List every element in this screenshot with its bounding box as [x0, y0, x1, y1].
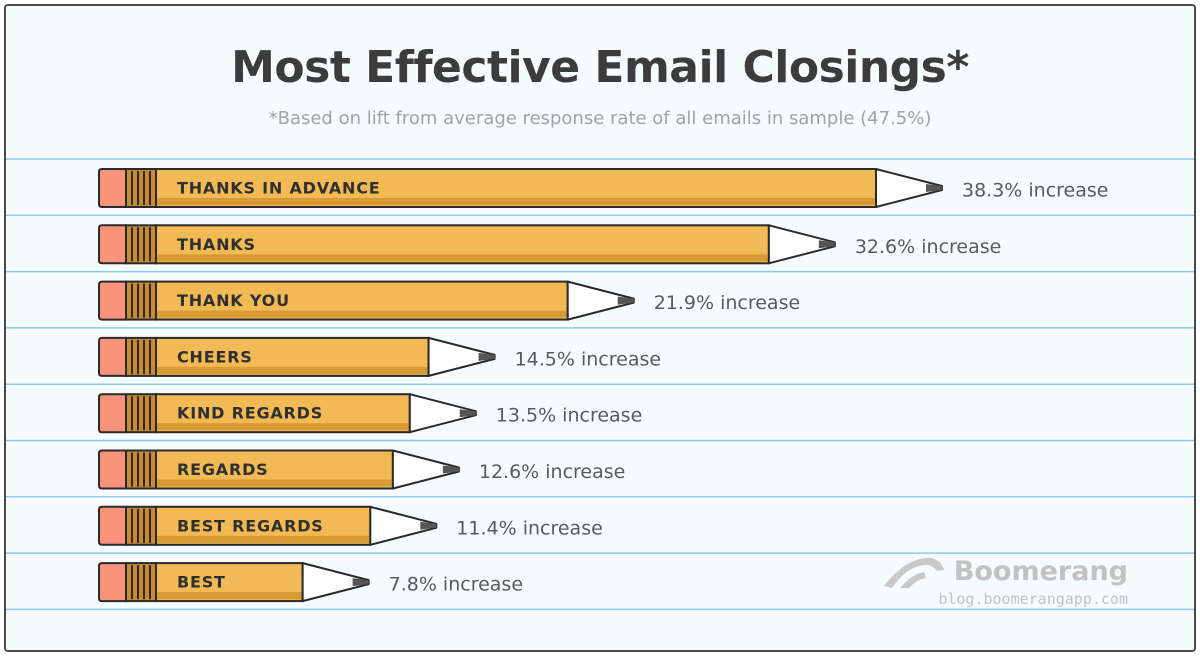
pencil-ferrule — [125, 449, 157, 490]
pencil-ferrule — [125, 168, 157, 208]
value-label: 38.3% increase — [962, 180, 1108, 202]
pencil-stripe — [157, 310, 567, 318]
pencil-bar: THANK YOU 21.9% increase — [98, 280, 800, 321]
category-label: THANKS IN ADVANCE — [177, 179, 381, 198]
pencil-bar: REGARDS 12.6% increase — [98, 449, 625, 490]
brand-name: Boomerang — [953, 556, 1128, 587]
pencil-ferrule — [125, 393, 157, 434]
pencil-tip — [408, 393, 477, 434]
pencil-graphite — [617, 296, 634, 305]
pencil-graphite — [442, 465, 459, 474]
value-label: 32.6% increase — [855, 236, 1001, 258]
pencil-stripe — [157, 198, 875, 205]
pencil-eraser — [98, 280, 127, 321]
pencil-eraser — [98, 393, 127, 434]
pencil-tip — [301, 562, 370, 603]
chart-title: Most Effective Email Closings* — [231, 42, 969, 93]
pencil-bar: THANKS 32.6% increase — [98, 224, 1001, 265]
pencil-eraser — [98, 449, 127, 490]
value-label: 11.4% increase — [456, 517, 602, 539]
category-label: THANK YOU — [177, 291, 290, 310]
pencil-stripe — [157, 479, 392, 487]
pencil-stripe — [157, 423, 409, 431]
pencil-ferrule — [125, 280, 157, 321]
value-label: 14.5% increase — [515, 348, 661, 370]
pencil-eraser — [98, 336, 127, 377]
pencil-bar-chart: THANKS IN ADVANCE 38.3% increase THANKS 32.… — [6, 158, 1194, 611]
category-label: KIND REGARDS — [177, 404, 323, 423]
pencil-graphite — [459, 409, 476, 418]
pencil-tip — [767, 224, 836, 265]
chart-subtitle: *Based on lift from average response rat… — [268, 108, 932, 129]
value-label: 7.8% increase — [389, 574, 523, 596]
pencil-ferrule — [125, 224, 157, 265]
category-label: THANKS — [177, 235, 256, 254]
pencil-eraser — [98, 562, 127, 603]
pencil-eraser — [98, 168, 127, 208]
brand-url: blog.boomerangapp.com — [938, 590, 1128, 608]
pencil-tip — [427, 336, 496, 377]
category-label: REGARDS — [177, 460, 269, 479]
pencil-graphite — [352, 578, 369, 587]
brand-watermark: Boomerang blog.boomerangapp.com — [882, 554, 1128, 608]
boomerang-logo-icon — [883, 557, 944, 588]
pencil-eraser — [98, 224, 127, 265]
pencil-ferrule — [125, 562, 157, 603]
pencil-graphite — [818, 240, 835, 249]
pencil-bar: CHEERS 14.5% increase — [98, 336, 661, 377]
pencil-bar: THANKS IN ADVANCE 38.3% increase — [98, 168, 1108, 208]
pencil-stripe — [157, 592, 302, 600]
pencil-tip — [391, 449, 460, 490]
pencil-ferrule — [125, 505, 157, 546]
category-label: BEST REGARDS — [177, 516, 324, 535]
pencil-stripe — [157, 366, 428, 374]
pencil-graphite — [926, 184, 942, 192]
pencil-graphite — [478, 352, 495, 361]
category-label: CHEERS — [177, 347, 253, 366]
pencil-ferrule — [125, 336, 157, 377]
pencil-eraser — [98, 505, 127, 546]
chart-frame: Most Effective Email Closings* *Based on… — [4, 4, 1196, 652]
pencil-bar: BEST 7.8% increase — [98, 562, 523, 603]
pencil-stripe — [157, 254, 768, 262]
value-label: 21.9% increase — [654, 292, 800, 314]
pencil-bar: BEST REGARDS 11.4% increase — [98, 505, 603, 546]
pencil-stripe — [157, 535, 370, 543]
value-label: 13.5% increase — [496, 405, 642, 427]
pencil-graphite — [420, 521, 437, 530]
value-label: 12.6% increase — [479, 461, 625, 483]
pencil-bar: KIND REGARDS 13.5% increase — [98, 393, 642, 434]
category-label: BEST — [177, 573, 226, 592]
